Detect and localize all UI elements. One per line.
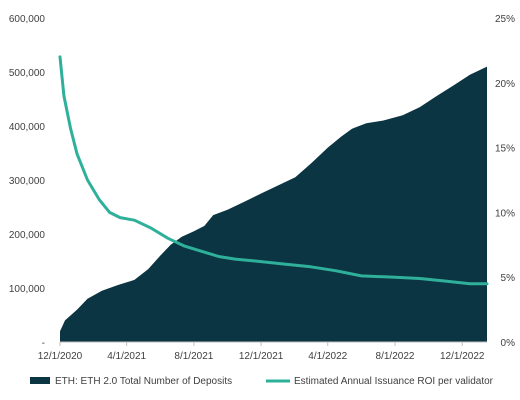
legend-swatch-deposits <box>30 377 50 384</box>
deposits-area-layer <box>60 66 487 342</box>
deposits-area <box>60 66 487 342</box>
roi-line <box>58 55 489 286</box>
y-left-tick-label: 100,000 <box>9 284 46 295</box>
y-right-tick-label: 20% <box>495 79 515 90</box>
x-tick-label: 4/1/2022 <box>308 351 347 362</box>
x-tick-label: 12/1/2022 <box>440 351 485 362</box>
x-tick-label: 12/1/2021 <box>239 351 284 362</box>
y-right-tick-label: 25% <box>495 14 515 25</box>
x-tick-label: 8/1/2022 <box>376 351 415 362</box>
legend-label-deposits: ETH: ETH 2.0 Total Number of Deposits <box>55 376 232 387</box>
y-left-tick-label: 600,000 <box>9 14 46 25</box>
y-left-tick-label: 400,000 <box>9 122 46 133</box>
y-right-tick-label: 5% <box>501 273 516 284</box>
x-tick-label: 4/1/2021 <box>107 351 146 362</box>
legend-label-roi: Estimated Annual Issuance ROI per valida… <box>294 376 494 387</box>
y-left-tick-label: 300,000 <box>9 176 46 187</box>
x-axis: 12/1/2020 4/1/2021 8/1/2021 12/1/2021 4/1/20… <box>38 341 487 362</box>
y-left-tick-label: 200,000 <box>9 230 46 241</box>
y-right-tick-label: 10% <box>495 208 515 219</box>
x-tick-label: 12/1/2020 <box>38 351 83 362</box>
roi-line-layer <box>58 55 489 286</box>
y-axis-left: - 100,000 200,000 300,000 400,000 500,000 600,… <box>9 14 46 349</box>
y-left-tick-label: - <box>42 338 45 349</box>
y-right-tick-label: 0% <box>501 338 516 349</box>
y-axis-right: 0% 5% 10% 15% 20% 25% <box>495 14 515 349</box>
legend: ETH: ETH 2.0 Total Number of Deposits Est… <box>30 376 494 387</box>
y-left-tick-label: 500,000 <box>9 68 46 79</box>
y-right-tick-label: 15% <box>495 144 515 155</box>
x-tick-label: 8/1/2021 <box>174 351 213 362</box>
